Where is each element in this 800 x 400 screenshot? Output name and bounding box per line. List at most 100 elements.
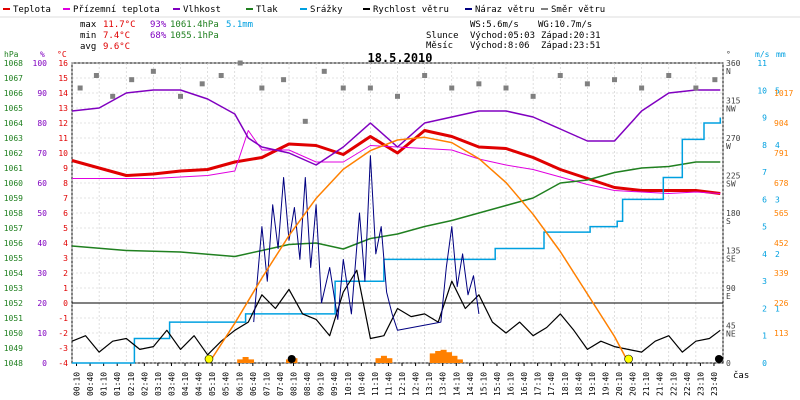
moonset-marker	[714, 355, 723, 363]
wind-dir-marker	[666, 73, 672, 78]
wind-dir-marker	[422, 73, 428, 78]
tick-degc: 4	[63, 239, 68, 248]
tick-ms: 9	[762, 114, 767, 123]
stats-max-hum: 93%	[150, 20, 167, 30]
x-tick-label: 13:40	[439, 372, 448, 396]
tick-wm2: 904	[774, 119, 789, 128]
tick-wm2: 791	[774, 149, 789, 158]
rain-bar	[237, 359, 244, 363]
x-tick-label: 15:10	[479, 372, 488, 396]
tick-dir: 90	[726, 284, 736, 293]
x-tick-label: 07:40	[276, 372, 285, 396]
tick-dir: 0	[726, 359, 731, 368]
tick-ms: 5	[762, 223, 767, 232]
stats-min-press: 1055.1hPa	[170, 31, 219, 41]
x-tick-label: 00:40	[86, 372, 95, 396]
tick-degc: 9	[63, 164, 68, 173]
tick-ms: 10	[757, 86, 767, 95]
tick-hpa: 1058	[4, 209, 23, 218]
tick-dir-name: N	[726, 67, 731, 76]
tick-ms: 3	[762, 277, 767, 286]
unit-mm: mm	[776, 50, 786, 59]
tick-degc: 12	[58, 119, 68, 128]
tick-hpa: 1053	[4, 284, 23, 293]
legend-item: Tlak	[246, 5, 278, 15]
tick-pct: 80	[37, 119, 47, 128]
x-axis-label: čas	[733, 370, 749, 381]
legend-label: Rychlost větru	[373, 5, 449, 15]
tick-hpa: 1067	[4, 74, 23, 83]
series-p-zemn-teplota	[72, 130, 721, 194]
stats-max-temp: 11.7°C	[103, 20, 136, 30]
series-rychlost-v-tru	[71, 269, 721, 356]
x-tick-label: 13:10	[425, 372, 434, 396]
x-tick-label: 08:40	[303, 372, 312, 396]
x-tick-label: 14:40	[466, 372, 475, 396]
moonrise-marker	[287, 355, 296, 363]
tick-ms: 6	[762, 195, 767, 204]
wind-dir-marker	[93, 73, 99, 78]
tick-degc: 3	[63, 254, 68, 263]
x-tick-label: 02:40	[140, 372, 149, 396]
rain-bar	[456, 359, 463, 363]
tick-pct: 40	[37, 239, 47, 248]
x-tick-label: 19:10	[588, 372, 597, 396]
wind-sun-panel: WS:5.6m/s WG:10.7m/s Slunce Východ:05:03…	[426, 20, 601, 51]
tick-ms: 7	[762, 168, 767, 177]
rain-bar	[248, 359, 255, 363]
stats-avg-label: avg	[80, 42, 96, 52]
wind-dir-marker	[367, 85, 373, 91]
unit-deg: °	[726, 50, 731, 59]
x-tick-label: 22:40	[683, 372, 692, 396]
tick-hpa: 1063	[4, 134, 23, 143]
tick-hpa: 1056	[4, 239, 23, 248]
series-vlhkost	[71, 89, 721, 166]
legend-item: Srážky	[300, 5, 343, 15]
tick-wm2: 113	[774, 329, 789, 338]
wind-dir-marker	[218, 73, 224, 78]
wind-dir-marker	[340, 85, 346, 91]
rain-bar	[242, 357, 249, 363]
legend-item: Vlhkost	[173, 5, 221, 15]
x-tick-label: 21:10	[642, 372, 651, 396]
tick-ms: 8	[762, 141, 767, 150]
x-tick-label: 12:10	[398, 372, 407, 396]
tick-wm2: 452	[774, 239, 789, 248]
rain-bar	[446, 352, 453, 363]
tick-hpa: 1051	[4, 314, 23, 323]
tick-degc: 13	[58, 104, 68, 113]
tick-degc: -2	[58, 329, 68, 338]
tick-degc: -3	[58, 344, 68, 353]
tick-degc: -1	[58, 314, 68, 323]
legend-item: Přízemní teplota	[63, 5, 160, 15]
x-tick-label: 20:10	[615, 372, 624, 396]
tick-wm2: 226	[774, 299, 789, 308]
x-tick-label: 11:40	[384, 372, 393, 396]
x-tick-label: 22:10	[669, 372, 678, 396]
tick-dir: 45	[726, 322, 736, 331]
tick-dir: 225	[726, 172, 741, 181]
sun-rise: Východ:05:03	[470, 31, 535, 41]
x-tick-label: 11:10	[371, 372, 380, 396]
tick-ms: 11	[757, 59, 767, 68]
series-tlak	[71, 161, 721, 258]
tick-wm2: 565	[774, 209, 789, 218]
series-solar	[208, 136, 630, 364]
tick-dir-name: S	[726, 217, 731, 226]
tick-wm2: 678	[774, 179, 789, 188]
wind-dir-marker	[476, 81, 482, 87]
x-tick-label: 17:10	[534, 372, 543, 396]
tick-dir-name: E	[726, 292, 731, 301]
tick-hpa: 1068	[4, 59, 23, 68]
x-tick-label: 19:40	[601, 372, 610, 396]
tick-hpa: 1052	[4, 299, 23, 308]
tick-degc: 11	[58, 134, 68, 143]
x-tick-label: 12:40	[412, 372, 421, 396]
tick-ms: 1	[762, 332, 767, 341]
x-tick-label: 16:10	[507, 372, 516, 396]
rain-bar	[435, 351, 442, 363]
x-tick-label: 17:40	[547, 372, 556, 396]
tick-wm2: 1017	[774, 89, 793, 98]
tick-pct: 20	[37, 299, 47, 308]
